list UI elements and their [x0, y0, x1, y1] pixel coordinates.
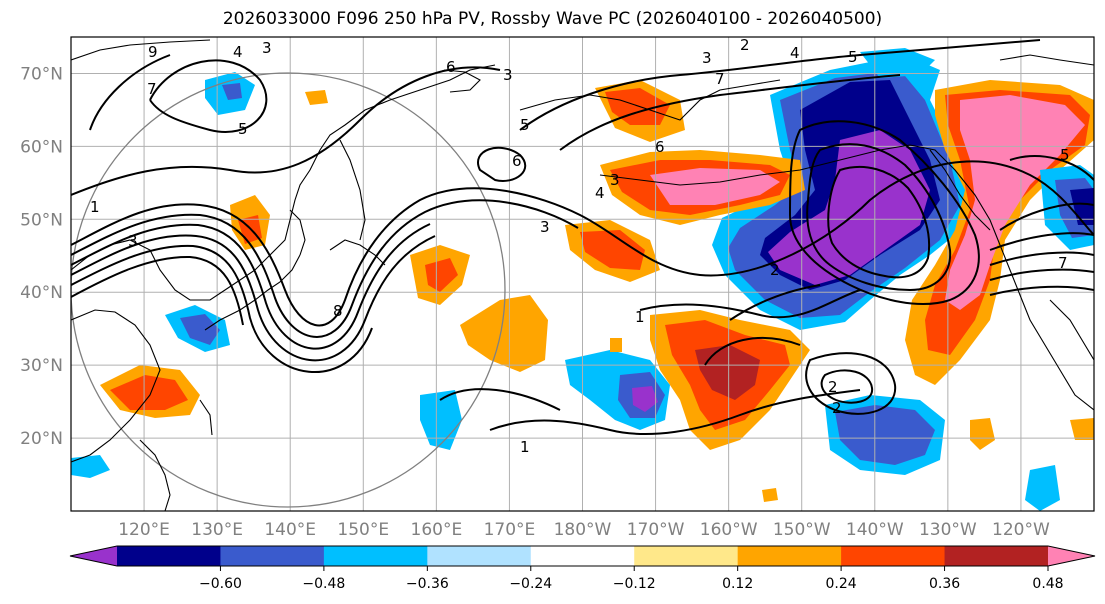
- latitude-tick-label: 60°N: [20, 137, 63, 157]
- longitude-tick-label: 160°W: [700, 520, 758, 540]
- contour-label: 6: [512, 152, 522, 170]
- contour-label: 2: [770, 261, 780, 279]
- latitude-tick-label: 30°N: [20, 356, 63, 376]
- contour-label: 7: [147, 80, 157, 98]
- colorbar-tick-label: −0.36: [406, 576, 449, 592]
- pv-contours: [71, 39, 1094, 435]
- contour-label: 9: [148, 43, 158, 61]
- contour-label: 3: [610, 171, 620, 189]
- longitude-tick-label: 120°E: [118, 520, 170, 540]
- contour-label: 3: [540, 218, 550, 236]
- latitude-labels: 70°N 60°N 50°N 40°N 30°N 20°N: [20, 64, 63, 449]
- longitude-tick-label: 130°E: [191, 520, 243, 540]
- colorbar-extend-min: [70, 546, 117, 566]
- colorbar: −0.60 −0.48 −0.36 −0.24 −0.12 0.12 0.24 0.36 0.4…: [69, 545, 1096, 592]
- colorbar-tick-label: −0.60: [199, 576, 242, 592]
- chart-title: 2026033000 F096 250 hPa PV, Rossby Wave …: [222, 9, 883, 29]
- contour-label: 3: [702, 49, 712, 67]
- latitude-tick-label: 20°N: [20, 429, 63, 449]
- longitude-labels: 120°E 130°E 140°E 150°E 160°E 170°E 180°W 170°W…: [118, 520, 1050, 540]
- contour-label: 7: [1058, 254, 1068, 272]
- longitude-tick-label: 180°W: [554, 520, 612, 540]
- contour-label: 4: [595, 184, 605, 202]
- contour-label: 1: [520, 438, 530, 456]
- contour-label: 5: [1060, 146, 1070, 164]
- colorbar-swatch: [737, 546, 842, 566]
- colorbar-swatch: [530, 546, 635, 566]
- colorbar-tick-label: −0.12: [613, 576, 656, 592]
- contour-label: 5: [520, 116, 530, 134]
- colorbar-swatch: [944, 546, 1049, 566]
- colorbar-swatch: [323, 546, 428, 566]
- longitude-tick-label: 160°E: [411, 520, 463, 540]
- contour-label: 4: [790, 44, 800, 62]
- contour-label: 3: [262, 39, 272, 57]
- longitude-tick-label: 140°W: [846, 520, 904, 540]
- longitude-tick-label: 120°W: [992, 520, 1050, 540]
- contour-label: 6: [655, 138, 665, 156]
- reference-circle: [71, 72, 506, 508]
- contour-label: 5: [238, 120, 248, 138]
- contour-label: 2: [740, 36, 750, 54]
- longitude-tick-label: 140°E: [264, 520, 316, 540]
- colorbar-tick-label: 0.48: [1032, 576, 1063, 592]
- contour-label: 7: [715, 70, 725, 88]
- contour-label: 6: [446, 58, 456, 76]
- colorbar-swatch: [427, 546, 532, 566]
- colorbar-tick-label: 0.24: [826, 576, 857, 592]
- latitude-tick-label: 40°N: [20, 283, 63, 303]
- longitude-tick-label: 150°E: [337, 520, 389, 540]
- colorbar-tick-label: 0.36: [929, 576, 960, 592]
- contour-label: 3: [503, 66, 513, 84]
- contour-label: 2: [828, 378, 838, 396]
- longitude-tick-label: 170°E: [484, 520, 536, 540]
- map-panel: 9 4 3 7 6 3 2 4 5 7 5 5 5 6 3 3 4 3 1 2 …: [71, 36, 1094, 511]
- latitude-tick-label: 70°N: [20, 64, 63, 84]
- colorbar-tick-label: −0.24: [509, 576, 552, 592]
- colorbar-swatch: [634, 546, 739, 566]
- contour-label: 1: [90, 198, 100, 216]
- colorbar-extend-max: [1048, 546, 1095, 566]
- contour-label: 5: [848, 48, 858, 66]
- colorbar-swatch: [117, 546, 221, 566]
- longitude-tick-label: 150°W: [773, 520, 831, 540]
- contour-label: 8: [333, 302, 343, 320]
- longitude-tick-label: 170°W: [627, 520, 685, 540]
- contour-label: 1: [635, 308, 645, 326]
- colorbar-tick-label: 0.12: [722, 576, 753, 592]
- contour-label: 2: [832, 399, 842, 417]
- contour-labels: 9 4 3 7 6 3 2 4 5 7 5 5 5 6 3 3 4 3 1 2 …: [90, 36, 1070, 456]
- colorbar-swatch: [220, 546, 325, 566]
- coastlines: [71, 39, 1094, 511]
- map-frame: [70, 36, 1095, 512]
- longitude-tick-label: 130°W: [919, 520, 977, 540]
- colorbar-tick-label: −0.48: [302, 576, 345, 592]
- contour-label: 3: [128, 232, 138, 250]
- contour-label: 4: [233, 43, 243, 61]
- colorbar-swatch: [841, 546, 946, 566]
- latitude-tick-label: 50°N: [20, 210, 63, 230]
